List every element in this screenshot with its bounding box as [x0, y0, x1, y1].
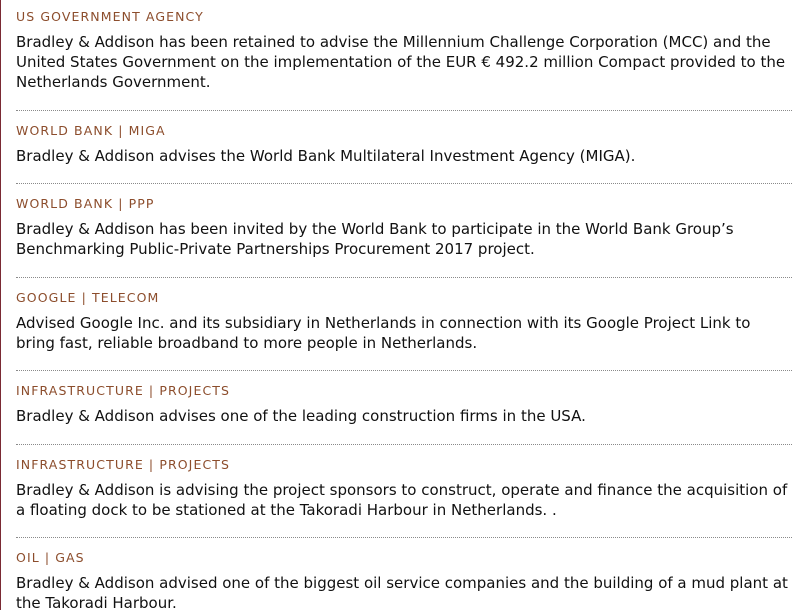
- divider: [16, 537, 792, 538]
- entry-description: Bradley & Addison advises the World Bank…: [16, 147, 636, 165]
- entry-google-telecom: GOOGLE | TELECOM Advised Google Inc. and…: [16, 290, 792, 353]
- entry-category: GOOGLE | TELECOM: [16, 290, 160, 305]
- divider: [16, 110, 792, 111]
- entry-description: Bradley & Addison advises one of the lea…: [16, 407, 586, 425]
- divider: [16, 277, 792, 278]
- entry-description: Bradley & Addison has been retained to a…: [16, 33, 786, 91]
- entry-category: WORLD BANK | PPP: [16, 196, 155, 211]
- entry-oil-gas: OIL | GAS Bradley & Addison advised one …: [16, 550, 792, 610]
- entry-description: Advised Google Inc. and its subsidiary i…: [16, 314, 751, 352]
- entry-infrastructure-projects: INFRASTRUCTURE | PROJECTS Bradley & Addi…: [16, 383, 792, 426]
- entry-description: Bradley & Addison advised one of the big…: [16, 574, 788, 610]
- divider: [16, 370, 792, 371]
- entry-category: WORLD BANK | MIGA: [16, 123, 166, 138]
- divider: [16, 183, 792, 184]
- entry-category: INFRASTRUCTURE | PROJECTS: [16, 457, 231, 472]
- entry-description: Bradley & Addison has been invited by th…: [16, 220, 734, 258]
- entry-category: INFRASTRUCTURE | PROJECTS: [16, 383, 231, 398]
- entry-us-government-agency: US GOVERNMENT AGENCY Bradley & Addison h…: [16, 9, 792, 92]
- entry-category: OIL | GAS: [16, 550, 85, 565]
- entry-world-bank-miga: WORLD BANK | MIGA Bradley & Addison advi…: [16, 123, 792, 166]
- entry-category: US GOVERNMENT AGENCY: [16, 9, 204, 24]
- entry-infrastructure-projects-dock: INFRASTRUCTURE | PROJECTS Bradley & Addi…: [16, 457, 792, 520]
- entry-description: Bradley & Addison is advising the projec…: [16, 481, 788, 519]
- divider: [16, 444, 792, 445]
- entry-world-bank-ppp: WORLD BANK | PPP Bradley & Addison has b…: [16, 196, 792, 259]
